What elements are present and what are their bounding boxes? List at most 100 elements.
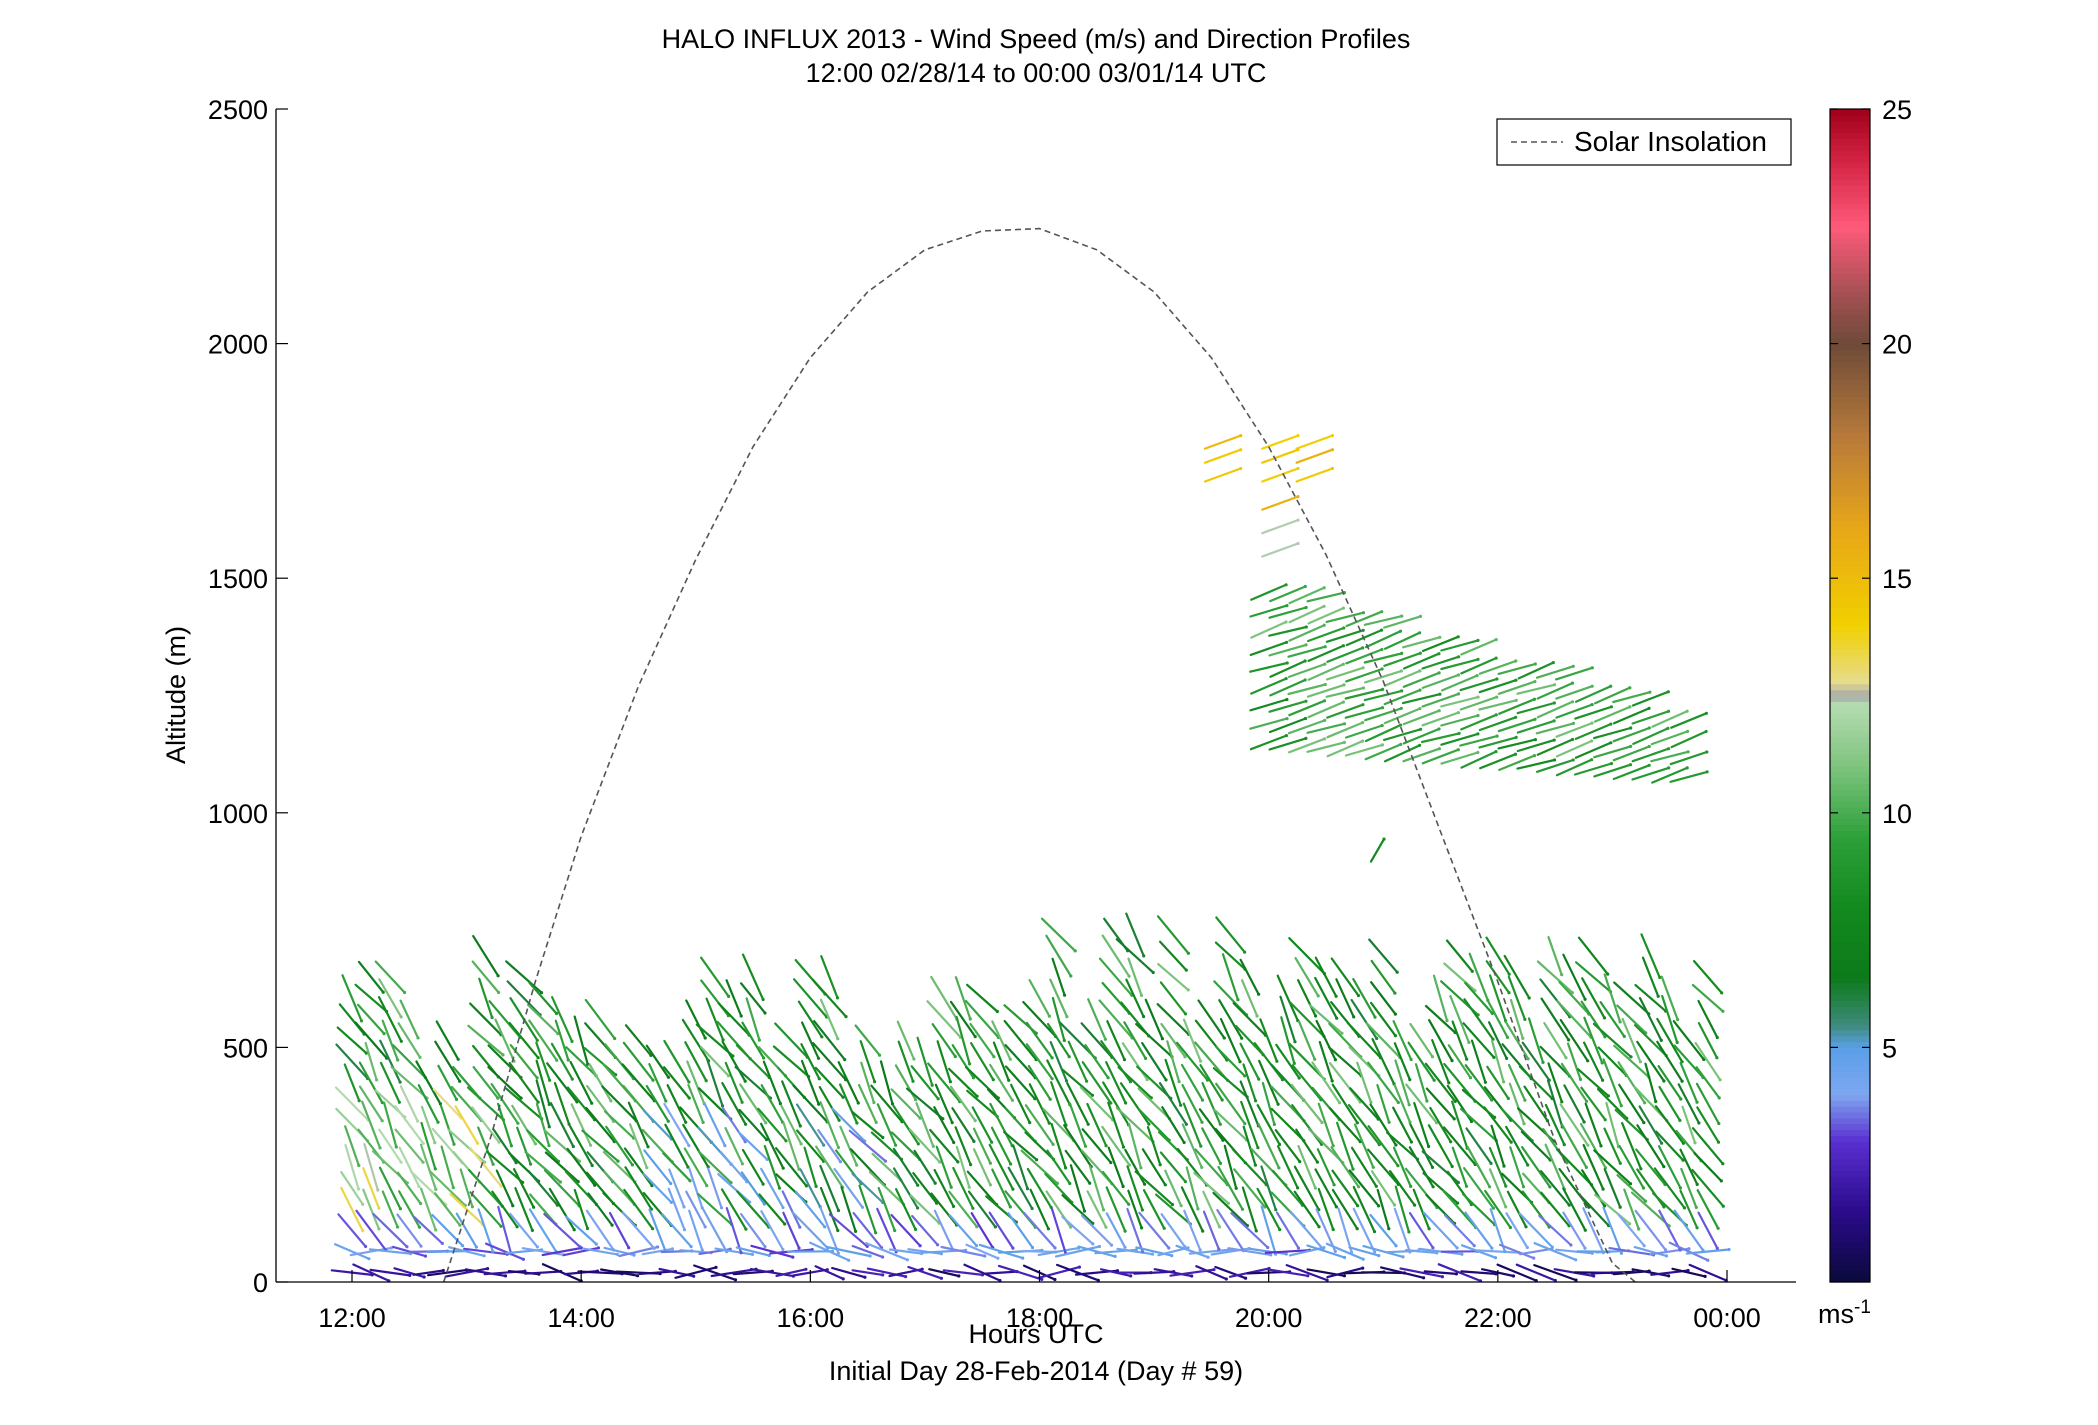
wind-barb-head xyxy=(361,1202,365,1206)
wind-barb-head xyxy=(1628,1182,1633,1186)
wind-barb xyxy=(1233,1168,1267,1209)
wind-barb-head xyxy=(1323,718,1327,723)
wind-barb-head xyxy=(1274,1208,1278,1212)
wind-barb-head xyxy=(918,1244,922,1248)
wind-barb-head xyxy=(1179,1103,1183,1107)
wind-barb-head xyxy=(1256,1146,1260,1150)
wind-barb xyxy=(1127,1122,1143,1170)
colorbar-segment xyxy=(1830,1194,1870,1201)
wind-barb xyxy=(1650,750,1690,763)
wind-barb xyxy=(450,1085,483,1122)
wind-barb xyxy=(1555,1148,1593,1186)
wind-barb-head xyxy=(554,1011,559,1016)
wind-barb-head xyxy=(1705,770,1709,774)
wind-barb-head xyxy=(396,1225,400,1229)
colorbar-segment xyxy=(1830,1123,1870,1131)
wind-barb xyxy=(378,1128,403,1164)
wind-barb-head xyxy=(1244,1276,1248,1280)
wind-barb xyxy=(717,1173,751,1204)
wind-barb xyxy=(1119,1082,1151,1126)
colorbar-segment xyxy=(1830,355,1870,362)
wind-barb xyxy=(1199,1064,1224,1102)
wind-barb-head xyxy=(1687,1247,1691,1251)
wind-barb-head xyxy=(1355,1227,1359,1231)
wind-barb xyxy=(1634,983,1667,1013)
wind-barb xyxy=(1697,1021,1719,1059)
wind-barb xyxy=(812,1019,846,1061)
wind-barb xyxy=(439,1104,456,1146)
wind-barb xyxy=(1691,983,1725,1013)
wind-barb xyxy=(1232,1002,1267,1037)
wind-barb xyxy=(508,1061,540,1104)
wind-barb-head xyxy=(1064,1166,1068,1170)
wind-barb xyxy=(1440,714,1480,727)
wind-barb-head xyxy=(1641,1186,1646,1190)
wind-barb-head xyxy=(1694,1205,1698,1209)
wind-barb xyxy=(1182,1102,1202,1148)
wind-barb xyxy=(569,1060,593,1105)
colorbar-segment xyxy=(1830,982,1870,990)
wind-barb xyxy=(1326,721,1364,739)
wind-barb-head xyxy=(1272,1122,1276,1126)
wind-barb-head xyxy=(1323,682,1327,687)
wind-barb xyxy=(1063,1124,1093,1168)
wind-barb xyxy=(849,1148,886,1186)
wind-barb-head xyxy=(1418,707,1422,711)
wind-barb-head xyxy=(1456,635,1460,639)
colorbar-segment xyxy=(1830,1188,1870,1195)
wind-barb-head xyxy=(1050,1077,1054,1081)
wind-barb-head xyxy=(1399,669,1403,673)
wind-barb-head xyxy=(1342,722,1346,726)
colorbar-segment xyxy=(1830,155,1870,163)
wind-barb xyxy=(1692,959,1723,995)
wind-barb xyxy=(1577,936,1609,976)
wind-barb xyxy=(511,1104,537,1145)
wind-barb-head xyxy=(532,1205,536,1209)
wind-barb xyxy=(1291,1064,1323,1101)
wind-barb xyxy=(1316,1148,1336,1186)
wind-barb xyxy=(963,1263,1002,1282)
wind-barb-head xyxy=(1400,689,1404,693)
wind-barb-head xyxy=(1361,646,1365,650)
colorbar-segment xyxy=(1830,1018,1870,1025)
colorbar-segment xyxy=(1830,290,1870,298)
wind-barb-head xyxy=(1243,1122,1247,1126)
wind-barb-head xyxy=(1123,1229,1127,1233)
wind-barb-head xyxy=(703,1036,707,1040)
wind-barb-head xyxy=(1590,703,1594,707)
colorbar-segment xyxy=(1830,1106,1870,1113)
wind-barb-head xyxy=(1147,1122,1151,1126)
colorbar-segment xyxy=(1830,889,1870,896)
wind-barb-head xyxy=(1082,1209,1087,1213)
wind-barb xyxy=(860,1061,876,1104)
wind-barb-head xyxy=(1658,975,1662,980)
wind-barb xyxy=(1256,1104,1281,1146)
wind-barb-head xyxy=(650,1184,654,1188)
wind-barb-head xyxy=(1142,1015,1146,1019)
wind-barb-head xyxy=(743,1079,747,1083)
wind-barb xyxy=(1612,745,1651,762)
wind-barb-head xyxy=(475,1141,480,1145)
wind-barb-head xyxy=(1304,699,1308,703)
wind-barb-head xyxy=(874,1120,878,1124)
wind-barb xyxy=(1478,716,1517,732)
wind-barb-head xyxy=(1399,706,1403,711)
wind-barb xyxy=(334,1243,370,1260)
wind-barb-head xyxy=(1396,1164,1400,1168)
colorbar-segment xyxy=(1830,818,1870,826)
wind-barb xyxy=(1325,611,1365,624)
wind-barb-head xyxy=(1373,1250,1377,1254)
wind-barb-head xyxy=(1427,1144,1431,1149)
wind-barb-head xyxy=(1603,1035,1607,1039)
wind-barb-head xyxy=(433,1141,437,1145)
wind-barb xyxy=(1497,680,1537,695)
wind-barb-head xyxy=(1341,662,1345,666)
wind-barb-head xyxy=(1284,583,1288,587)
wind-barb xyxy=(1317,1102,1335,1147)
wind-barb-head xyxy=(1715,1035,1719,1040)
wind-barb xyxy=(584,998,616,1040)
wind-barb-head xyxy=(816,1056,821,1060)
wind-barb-head xyxy=(1278,1142,1282,1147)
colorbar-segment xyxy=(1830,918,1870,925)
wind-barb xyxy=(741,1021,765,1060)
